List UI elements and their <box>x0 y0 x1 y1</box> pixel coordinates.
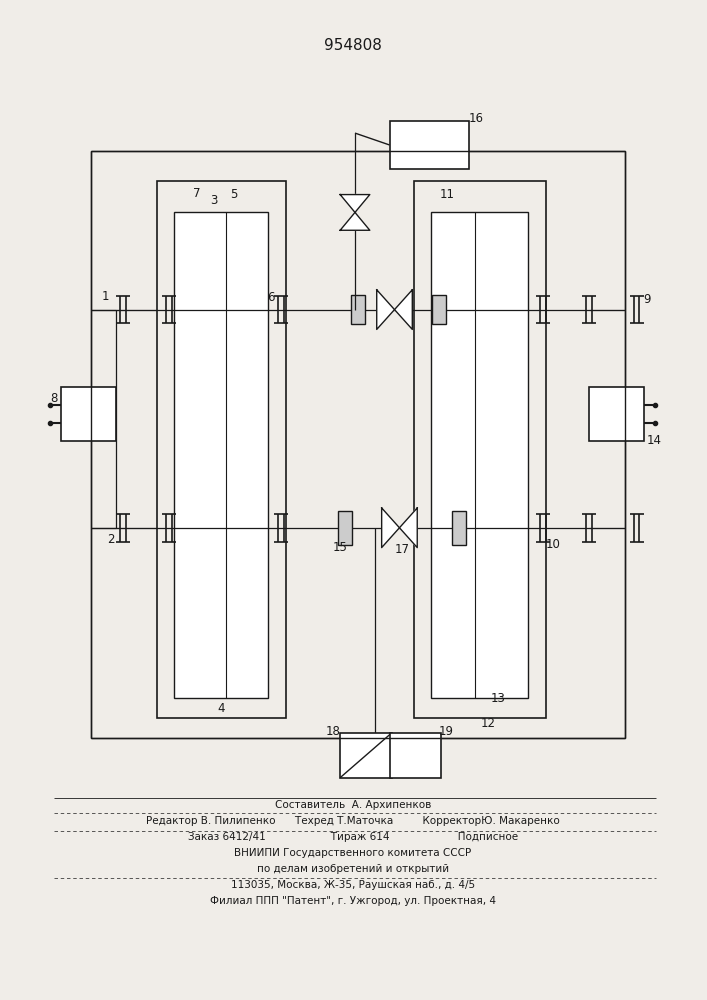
Text: 9: 9 <box>643 293 650 306</box>
Text: по делам изобретений и открытий: по делам изобретений и открытий <box>257 864 449 874</box>
Text: 14: 14 <box>647 434 662 447</box>
Text: 17: 17 <box>395 543 410 556</box>
Text: 1: 1 <box>101 290 109 303</box>
Polygon shape <box>340 195 370 212</box>
Bar <box>62 387 116 441</box>
Bar <box>174 212 268 698</box>
Text: Составитель  А. Архипенков: Составитель А. Архипенков <box>275 800 431 810</box>
Text: 4: 4 <box>218 702 226 715</box>
Text: ВНИИПИ Государственного комитета СССР: ВНИИПИ Государственного комитета СССР <box>235 848 472 858</box>
Text: 954808: 954808 <box>324 38 382 53</box>
Text: Заказ 6412/41                    Тираж 614                     Подписное: Заказ 6412/41 Тираж 614 Подписное <box>188 832 518 842</box>
Bar <box>340 733 392 778</box>
Polygon shape <box>382 508 399 548</box>
Bar <box>338 511 352 545</box>
Text: Редактор В. Пилипенко      Техред Т.Маточка         КорректорЮ. Макаренко: Редактор В. Пилипенко Техред Т.Маточка К… <box>146 816 560 826</box>
Bar <box>414 181 546 718</box>
Text: 8: 8 <box>50 392 57 405</box>
Text: 15: 15 <box>333 541 348 554</box>
Text: 113035, Москва, Ж-35, Раушская наб., д. 4/5: 113035, Москва, Ж-35, Раушская наб., д. … <box>231 880 475 890</box>
Text: Филиал ППП "Патент", г. Ужгород, ул. Проектная, 4: Филиал ППП "Патент", г. Ужгород, ул. Про… <box>210 896 496 906</box>
Text: 5: 5 <box>230 188 237 201</box>
Polygon shape <box>377 290 395 329</box>
Bar <box>432 295 446 324</box>
Text: 3: 3 <box>210 194 217 207</box>
Bar <box>158 181 286 718</box>
Polygon shape <box>395 290 412 329</box>
Bar <box>452 511 466 545</box>
Bar <box>390 121 469 169</box>
Text: 19: 19 <box>438 725 453 738</box>
Bar <box>589 387 643 441</box>
Text: 2: 2 <box>107 533 115 546</box>
Text: 13: 13 <box>491 692 506 705</box>
Polygon shape <box>399 508 417 548</box>
Bar <box>390 733 441 778</box>
Text: 12: 12 <box>481 717 496 730</box>
Bar <box>91 151 625 738</box>
Text: 7: 7 <box>193 187 201 200</box>
Text: 18: 18 <box>326 725 341 738</box>
Bar <box>351 295 365 324</box>
Bar <box>431 212 528 698</box>
Polygon shape <box>340 212 370 230</box>
Text: 6: 6 <box>267 291 275 304</box>
Text: 10: 10 <box>545 538 560 551</box>
Text: 11: 11 <box>439 188 455 201</box>
Text: 16: 16 <box>469 112 484 125</box>
